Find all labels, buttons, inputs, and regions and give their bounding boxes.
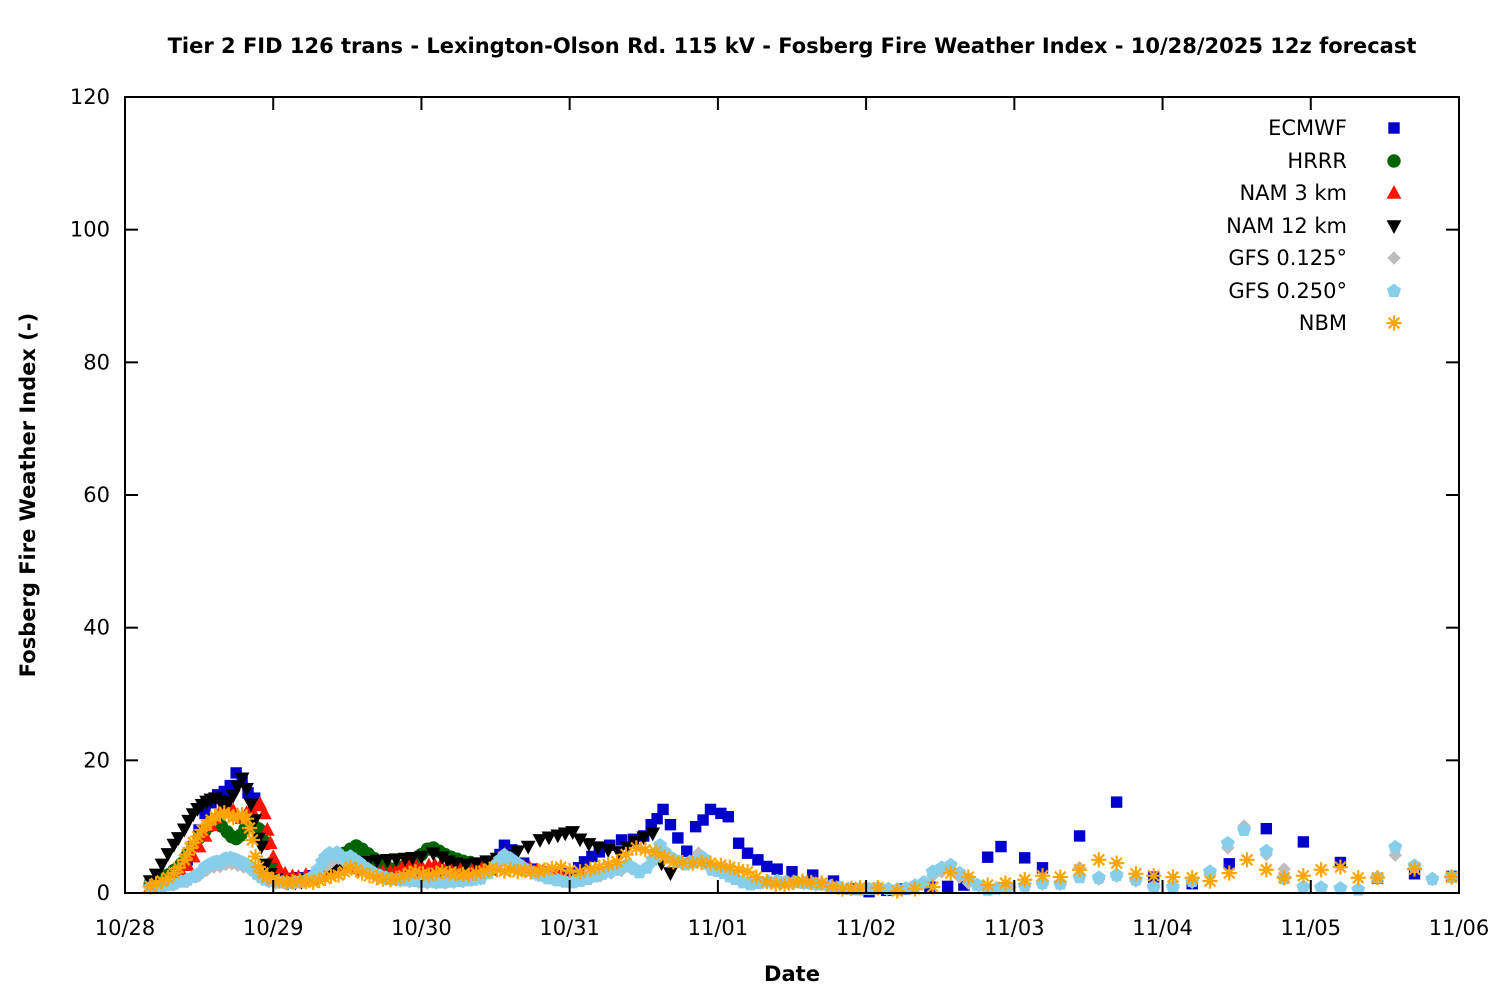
series-nam-12-km: [142, 772, 678, 891]
y-tick-label: 0: [97, 881, 110, 905]
legend-item-hrrr: HRRR: [1226, 145, 1414, 178]
triangle-down-icon: [1386, 219, 1402, 234]
legend: ECMWF HRRR NAM 3 km NAM 12 km GFS 0.125° GFS …: [1226, 112, 1414, 340]
y-tick-label: 40: [83, 616, 110, 640]
legend-item-gfs-0-125: GFS 0.125°: [1226, 242, 1414, 275]
x-tick-label: 10/31: [539, 916, 600, 940]
x-tick-label: 11/05: [1281, 916, 1342, 940]
square-icon: [1388, 122, 1400, 134]
series-nbm: [142, 805, 1460, 899]
legend-label: NAM 12 km: [1226, 213, 1347, 238]
x-tick-label: 11/02: [836, 916, 897, 940]
chart-title: Tier 2 FID 126 trans - Lexington-Olson R…: [167, 34, 1417, 58]
legend-label: GFS 0.125°: [1228, 246, 1347, 271]
x-tick-label: 11/04: [1132, 916, 1193, 940]
x-axis-title: Date: [764, 962, 820, 986]
y-tick-label: 20: [83, 748, 110, 772]
legend-label: NAM 3 km: [1239, 181, 1347, 206]
legend-label: GFS 0.250°: [1228, 278, 1347, 303]
legend-label: NBM: [1298, 311, 1347, 336]
legend-item-nam-3-km: NAM 3 km: [1226, 177, 1414, 210]
x-tick-label: 11/03: [984, 916, 1045, 940]
diamond-icon: [1387, 251, 1401, 266]
triangle-up-icon: [1386, 185, 1402, 200]
axis-ticks: [124, 96, 1460, 894]
circle-icon: [1387, 154, 1401, 168]
x-tick-label: 10/28: [95, 916, 156, 940]
legend-item-ecmwf: ECMWF: [1226, 112, 1414, 145]
legend-item-gfs-0-250: GFS 0.250°: [1226, 275, 1414, 308]
legend-label: HRRR: [1287, 148, 1347, 173]
y-tick-label: 120: [70, 85, 110, 109]
pentagon-icon: [1386, 283, 1402, 297]
asterisk-icon: [1386, 315, 1402, 331]
y-tick-label: 80: [83, 350, 110, 374]
x-tick-label: 10/30: [391, 916, 452, 940]
y-tick-label: 60: [83, 483, 110, 507]
legend-item-nam-12-km: NAM 12 km: [1226, 210, 1414, 243]
legend-item-nbm: NBM: [1226, 307, 1414, 340]
axis-tick-labels: 10/28 10/29 10/30 10/31 11/01 11/02 11/03 11/04…: [70, 85, 1489, 940]
legend-label: ECMWF: [1268, 116, 1347, 141]
x-tick-label: 11/06: [1429, 916, 1490, 940]
x-tick-label: 11/01: [688, 916, 749, 940]
x-tick-label: 10/29: [243, 916, 304, 940]
y-tick-label: 100: [70, 218, 110, 242]
